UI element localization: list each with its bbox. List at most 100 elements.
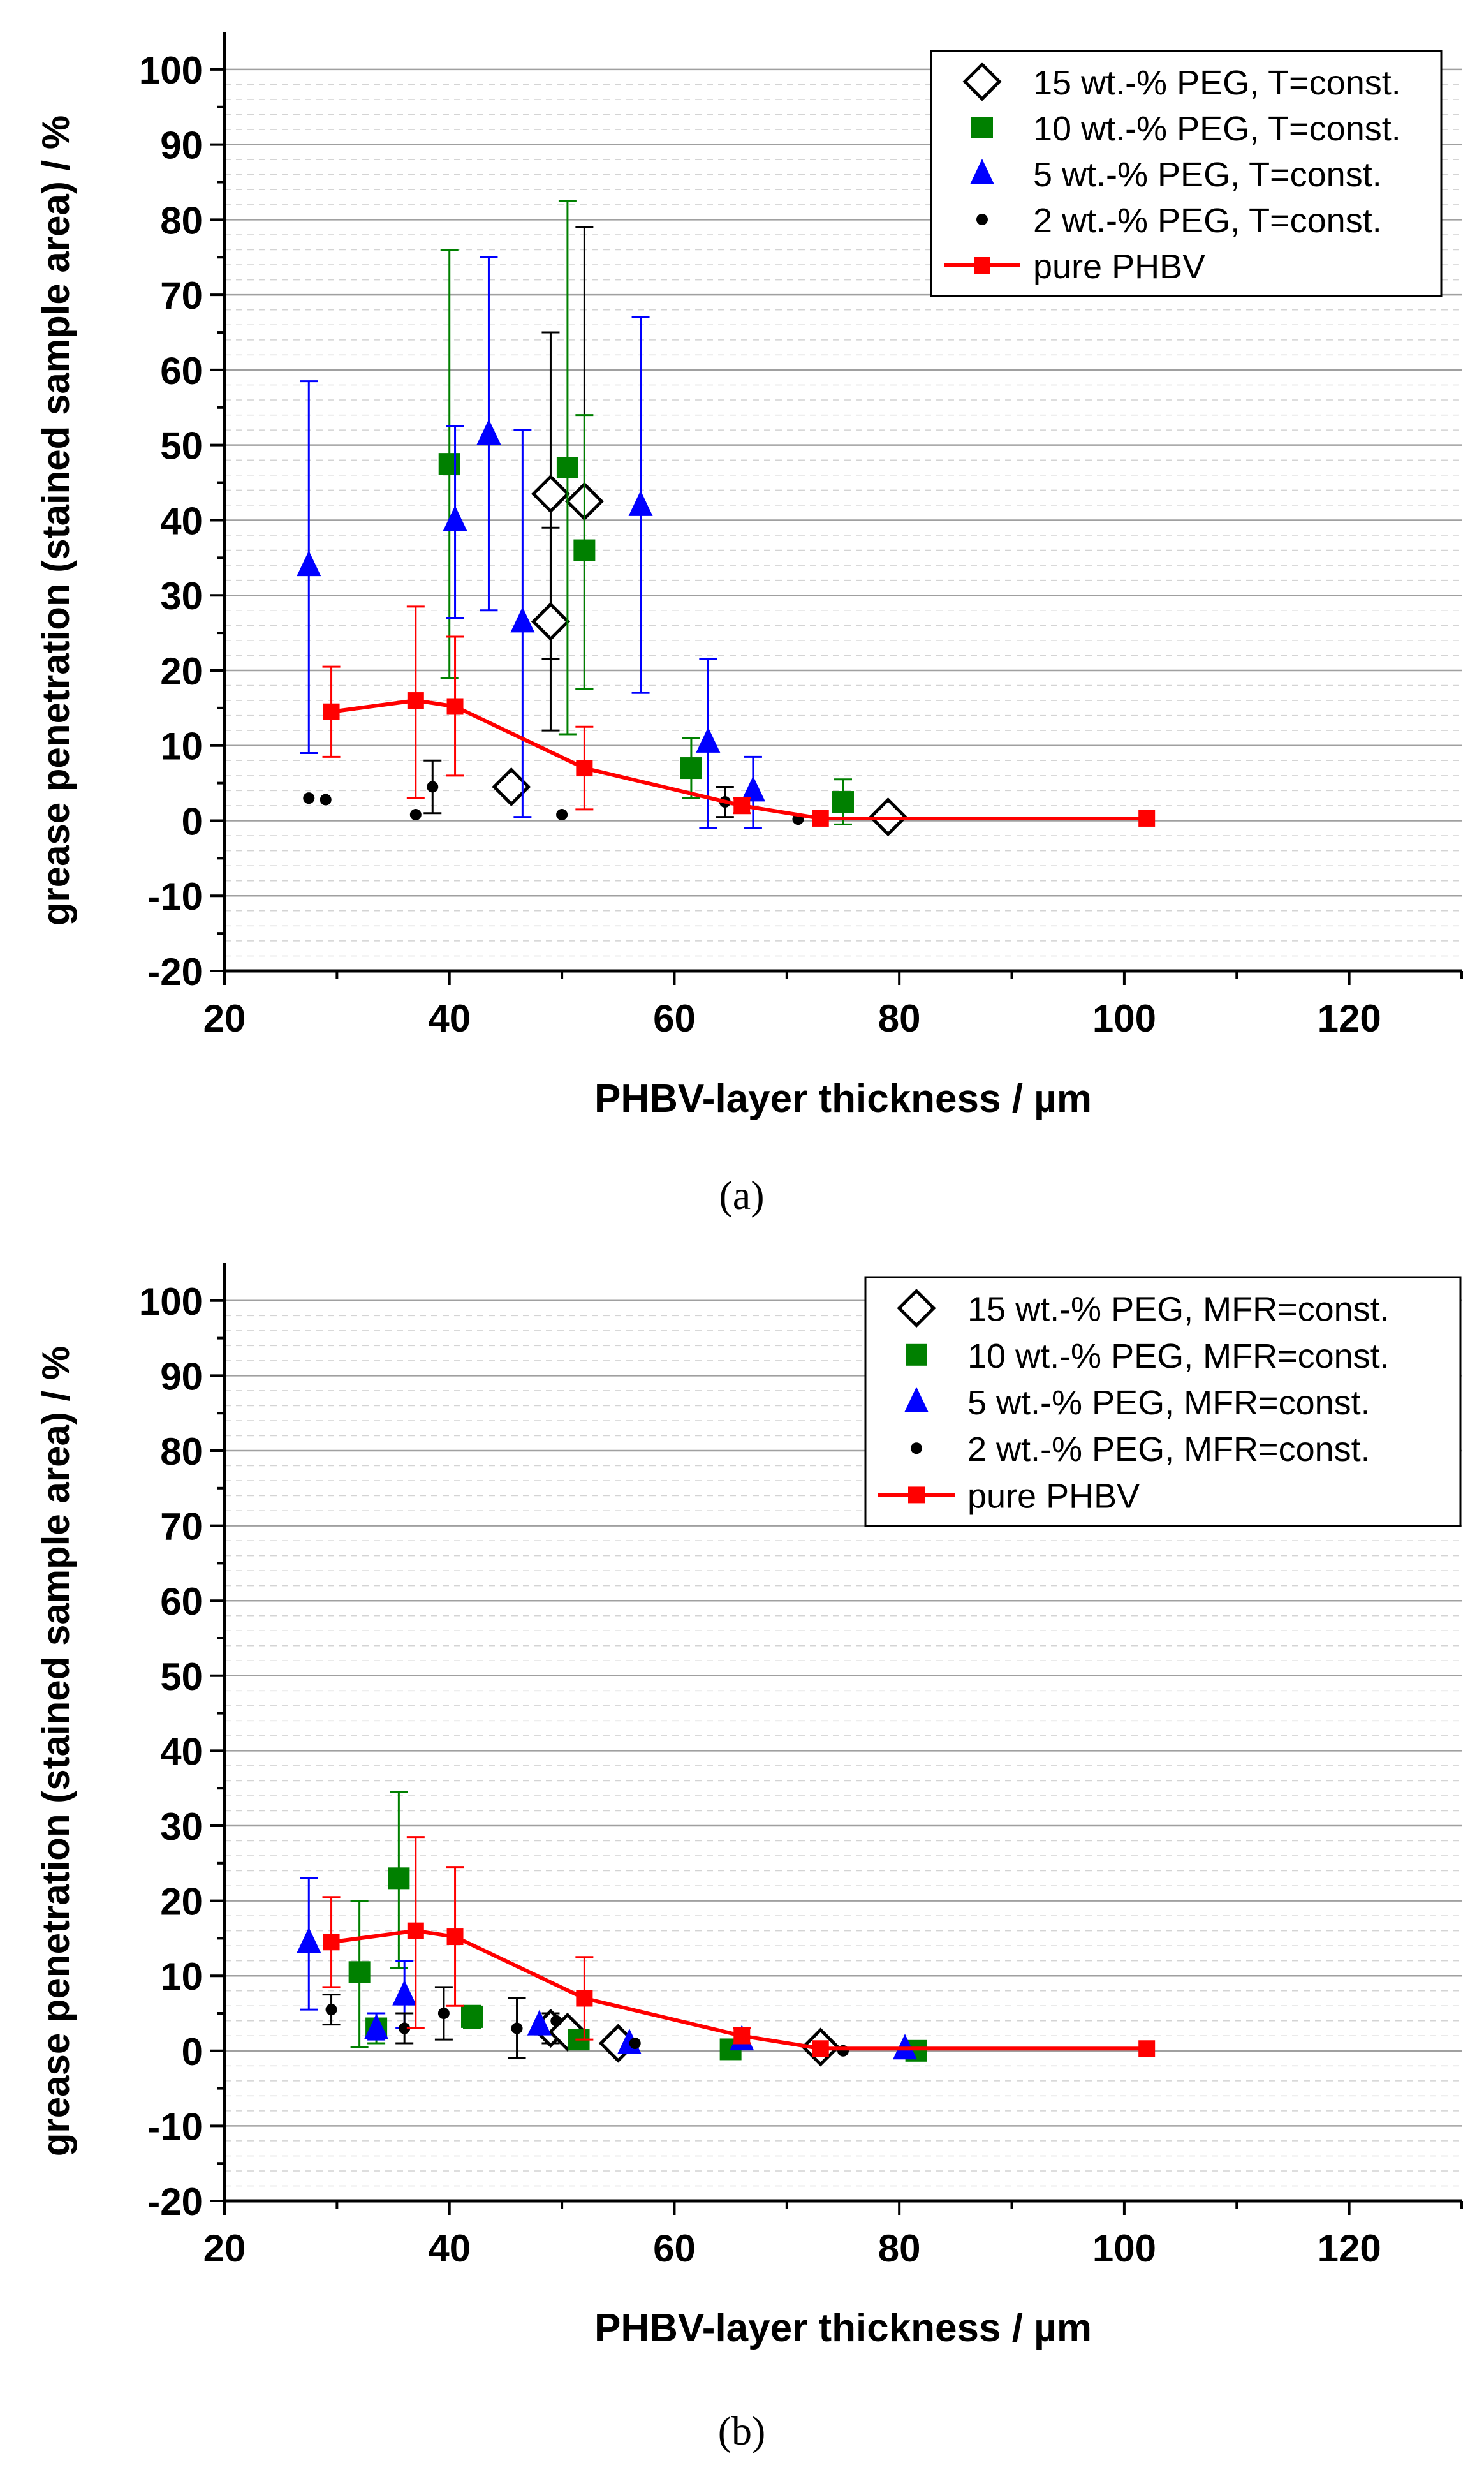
y-tick-label: 20 [160,1881,203,1923]
axes [223,1263,1462,2203]
data-point [733,797,751,814]
y-tick-label: 100 [139,49,203,92]
x-tick-label: 40 [428,2227,471,2270]
data-point [556,457,578,479]
legend-item: 15 wt.-% PEG, T=const. [962,62,1401,102]
panel-label: (b) [718,2408,766,2453]
chart-panel-b: 20 40 60 80 100 120 -20 -10 0 10 20 30 40 50 60 70 80 90… [34,1263,1463,2453]
series-5 [322,1836,1156,2057]
x-tick-label: 80 [878,2227,921,2270]
series-3 [297,256,765,829]
legend-item: 10 wt.-% PEG, T=const. [971,110,1401,148]
x-axis-label: PHBV-layer thickness / µm [594,1077,1092,1121]
series-4 [303,759,804,825]
data-point [399,2022,411,2034]
data-marks [297,1791,1156,2067]
data-point [576,1990,593,2007]
data-point [364,2013,389,2039]
legend-marker [911,1442,922,1454]
data-point [531,474,570,514]
data-point [409,809,422,821]
data-point [443,505,467,531]
legend-label: 2 wt.-% PEG, T=const. [1033,202,1382,240]
y-tick-label: 20 [160,650,203,693]
data-point [1138,810,1156,827]
y-axis-label: grease penetration (stained sample area)… [34,1346,77,2156]
y-tick-label: 70 [160,1506,203,1548]
y-tick-label: 50 [160,1655,203,1698]
legend-label: 15 wt.-% PEG, T=const. [1033,64,1401,102]
series-5 [322,605,1156,827]
x-tick-label: 60 [653,2227,696,2270]
x-tick-label: 20 [203,2227,246,2270]
y-tick-label: 40 [160,1730,203,1773]
legend-label: 10 wt.-% PEG, MFR=const. [967,1337,1390,1375]
legend-marker [906,1343,927,1366]
y-tick-label: -10 [147,875,203,918]
legend-label: pure PHBV [967,1477,1140,1515]
data-point [303,792,315,804]
data-point [323,1934,340,1951]
legend-marker [904,1387,929,1412]
data-point [323,703,340,720]
data-marks [297,200,1156,837]
legend-box [864,1276,1462,1527]
legend: 15 wt.-% PEG, MFR=const. 10 wt.-% PEG, MF… [864,1276,1462,1527]
x-tick-labels: 20 40 60 80 100 120 [203,971,1463,1040]
y-tick-labels: -20 -10 0 10 20 30 40 50 60 70 80 90 100 [139,49,224,993]
data-point [461,2006,483,2028]
y-tick-label: 60 [160,350,203,392]
legend-item: 2 wt.-% PEG, T=const. [976,202,1382,240]
data-point [320,794,332,806]
data-point [427,781,439,793]
data-point [531,602,570,641]
data-point [297,551,321,577]
y-tick-label: 80 [160,199,203,242]
y-tick-label: 30 [160,575,203,618]
legend-label: 5 wt.-% PEG, MFR=const. [967,1384,1370,1422]
panel-label: (a) [719,1173,764,1218]
legend-item: 5 wt.-% PEG, MFR=const. [904,1384,1370,1422]
y-tick-label: 100 [139,1280,203,1323]
series-2 [438,200,854,825]
data-point [1138,2040,1156,2057]
data-point [740,776,765,802]
y-axis-label: grease penetration (stained sample area)… [34,115,77,926]
legend-item: pure PHBV [878,1477,1140,1515]
y-tick-label: 0 [182,2031,203,2073]
y-tick-label: 10 [160,1955,203,1998]
x-tick-label: 120 [1318,997,1381,1040]
legend-marker [897,1289,936,1328]
data-point [392,1980,417,2006]
data-point [407,692,424,709]
x-tick-label: 100 [1092,2227,1156,2270]
data-point [832,791,854,813]
data-point [325,2004,337,2016]
data-point [446,698,464,715]
legend-label: 5 wt.-% PEG, T=const. [1033,156,1382,194]
data-point [733,2027,751,2045]
data-point [628,490,653,516]
data-point [446,1928,464,1946]
data-point [576,760,593,777]
data-point [680,757,702,780]
y-tick-label: 10 [160,725,203,768]
legend-marker [971,117,993,138]
legend: 15 wt.-% PEG, T=const. 10 wt.-% PEG, T=co… [930,50,1443,297]
legend-marker [976,214,988,225]
y-tick-label: -20 [147,2180,203,2223]
y-tick-label: 70 [160,274,203,317]
x-tick-label: 80 [878,997,921,1040]
y-tick-label: 80 [160,1430,203,1473]
data-point [476,419,501,445]
x-tick-labels: 20 40 60 80 100 120 [203,2201,1463,2270]
data-point [437,2008,450,2019]
x-tick-label: 60 [653,997,696,1040]
data-point [438,453,460,475]
legend-label: 2 wt.-% PEG, MFR=const. [967,1430,1370,1469]
legend-label: pure PHBV [1033,248,1205,286]
legend-label: 10 wt.-% PEG, T=const. [1033,110,1401,148]
x-tick-label: 20 [203,997,246,1040]
x-tick-label: 100 [1092,997,1156,1040]
